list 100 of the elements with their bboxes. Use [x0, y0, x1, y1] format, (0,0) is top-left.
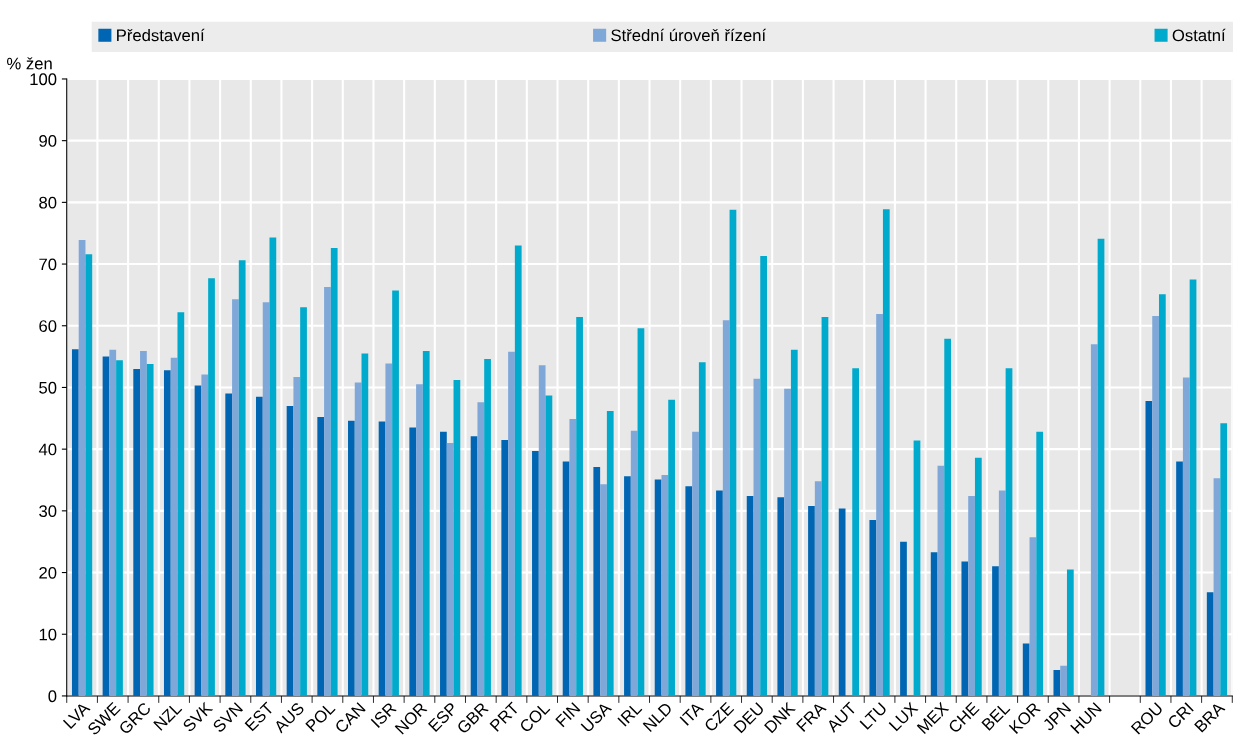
bar [140, 351, 147, 696]
bar [869, 520, 877, 696]
bar [1066, 569, 1074, 696]
bar [1176, 461, 1183, 696]
y-tick-label: 60 [39, 320, 57, 332]
bar [255, 396, 263, 696]
y-tick-label: 50 [39, 381, 57, 394]
bar [593, 467, 601, 696]
x-tick-label: POL [305, 701, 336, 733]
x-tick-label: ITA [679, 701, 705, 726]
x-tick-label: IRL [617, 701, 643, 727]
x-tick-label: FIN [555, 702, 581, 728]
bar [1036, 431, 1044, 696]
bar [1220, 423, 1228, 696]
y-tick-label: 100 [30, 73, 57, 86]
bar [392, 290, 399, 696]
x-tick-label: COL [518, 701, 551, 734]
bar [238, 260, 246, 696]
x-tick-label: FRA [796, 701, 827, 732]
bar [348, 420, 355, 696]
bar [606, 410, 614, 696]
bar [576, 317, 583, 696]
bar [300, 307, 307, 696]
bar [1158, 294, 1166, 696]
bar [484, 359, 491, 696]
bar [838, 508, 846, 696]
bar [293, 376, 301, 696]
y-tick-label: 10 [39, 628, 57, 641]
bar [998, 490, 1006, 696]
bar [600, 484, 607, 696]
bar [777, 497, 785, 696]
bar [85, 254, 93, 696]
y-tick-label: 70 [39, 258, 57, 271]
bar [133, 368, 141, 696]
bar [501, 439, 509, 696]
bar [146, 364, 154, 696]
y-tick-label: 90 [39, 135, 57, 147]
x-tick-label: ISR [370, 701, 397, 729]
bar [808, 505, 815, 696]
bar [944, 338, 952, 696]
bar [177, 312, 185, 696]
bar [1090, 344, 1098, 696]
y-tick-label: 0 [48, 690, 57, 703]
y-tick-label: 80 [39, 196, 57, 209]
bar [760, 256, 767, 696]
bar [882, 209, 890, 696]
bar [163, 370, 171, 696]
y-tick-label: 40 [38, 443, 57, 456]
bar [354, 382, 362, 696]
legend-label: Střední úroveň řízení [611, 28, 767, 42]
bar [876, 314, 883, 696]
bar [208, 278, 215, 696]
y-tick-label: 30 [39, 505, 57, 518]
bar [232, 299, 239, 696]
bar [1152, 315, 1159, 696]
x-tick-label: JPN [1041, 702, 1072, 732]
bar [1206, 592, 1214, 696]
bar [668, 399, 675, 696]
x-tick-label: USA [580, 701, 613, 733]
bar [722, 320, 730, 696]
x-tick-label: NZL [153, 701, 183, 731]
bar [330, 248, 338, 696]
x-tick-label: LTU [859, 702, 888, 730]
bar [992, 566, 999, 696]
bar [692, 431, 699, 696]
bar [900, 541, 907, 696]
bar [784, 388, 791, 696]
bar [624, 476, 631, 696]
bar [440, 431, 447, 696]
bar [71, 349, 79, 696]
y-axis-title: % žen [7, 57, 52, 70]
bar [814, 481, 822, 696]
bar [1053, 670, 1061, 696]
bar [508, 351, 515, 696]
bar [685, 486, 693, 696]
bar [538, 365, 546, 696]
bar [385, 363, 393, 696]
x-tick-label: BEL [981, 701, 1011, 731]
bar [477, 402, 485, 696]
bar [1060, 665, 1067, 696]
bar [269, 237, 277, 696]
bar [753, 378, 761, 696]
bar [661, 475, 669, 696]
bar [974, 457, 982, 696]
bar [930, 552, 938, 696]
bar [698, 362, 706, 696]
bar [514, 245, 522, 696]
bar [116, 360, 123, 696]
x-tick-label: NLD [642, 701, 673, 732]
bar [852, 368, 860, 696]
bar [961, 561, 969, 696]
bar [1182, 377, 1190, 696]
bar [201, 374, 209, 696]
bar [422, 351, 430, 696]
legend-label: Představení [117, 28, 205, 42]
bar [630, 430, 638, 696]
bar [790, 349, 798, 696]
bar [532, 451, 539, 696]
bar [416, 384, 423, 696]
bar [968, 496, 975, 696]
